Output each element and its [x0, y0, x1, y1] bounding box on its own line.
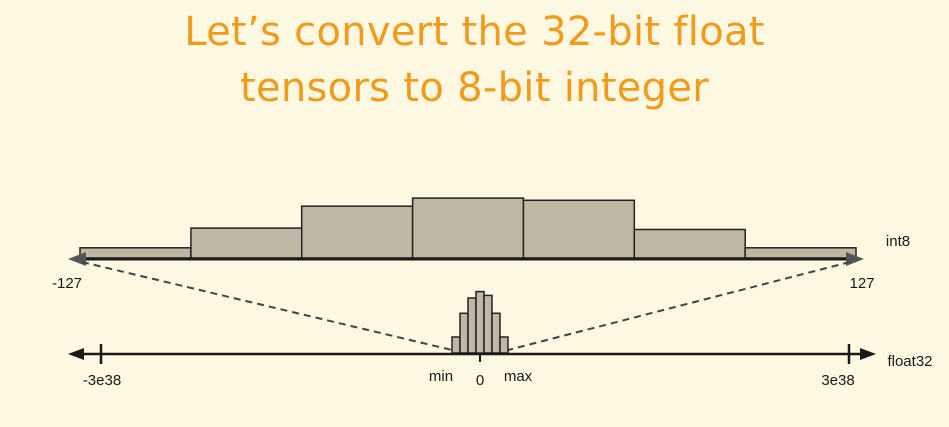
float32-bar-3: [467, 297, 477, 354]
title-line-1: Let’s convert the 32-bit float: [184, 9, 765, 55]
float32-bar-5: [483, 294, 493, 354]
float32-bar-2: [459, 312, 469, 354]
int8-bar-3: [300, 205, 414, 259]
float32-axis-label: float32: [887, 353, 932, 370]
int8-bar-6: [633, 228, 746, 259]
int8-bar-1: [79, 247, 192, 259]
float32-min-label: -3e38: [83, 372, 121, 389]
float32-bar-6: [491, 312, 501, 354]
slide-title: Let’s convert the 32-bit float tensors t…: [0, 4, 949, 116]
int8-histogram: [79, 197, 857, 259]
zero-label: 0: [476, 372, 484, 389]
int8-axis: [68, 252, 864, 266]
int8-min-label: -127: [52, 275, 82, 292]
int8-left-arrow-icon: [68, 252, 86, 266]
float32-right-arrow-icon: [860, 348, 876, 360]
int8-right-arrow-icon: [846, 252, 864, 266]
float32-max-label: 3e38: [821, 372, 854, 389]
title-line-2: tensors to 8-bit integer: [239, 65, 710, 111]
int8-max-label: 127: [849, 275, 874, 292]
float32-bar-7: [499, 336, 509, 354]
int8-bar-2: [190, 227, 303, 259]
float32-left-arrow-icon: [68, 348, 84, 360]
range-min-label: min: [429, 368, 453, 385]
float32-histogram: [451, 290, 509, 354]
int8-bar-5: [522, 199, 636, 259]
mapping-line-right: [507, 261, 851, 351]
float32-axis: [68, 344, 876, 364]
mapping-line-left: [81, 261, 453, 351]
range-max-label: max: [504, 368, 533, 385]
int8-bar-7: [744, 247, 857, 259]
float32-bar-1: [451, 336, 461, 354]
int8-bar-4: [411, 197, 525, 259]
int8-axis-label: int8: [886, 233, 910, 250]
float32-bar-4: [475, 290, 485, 354]
